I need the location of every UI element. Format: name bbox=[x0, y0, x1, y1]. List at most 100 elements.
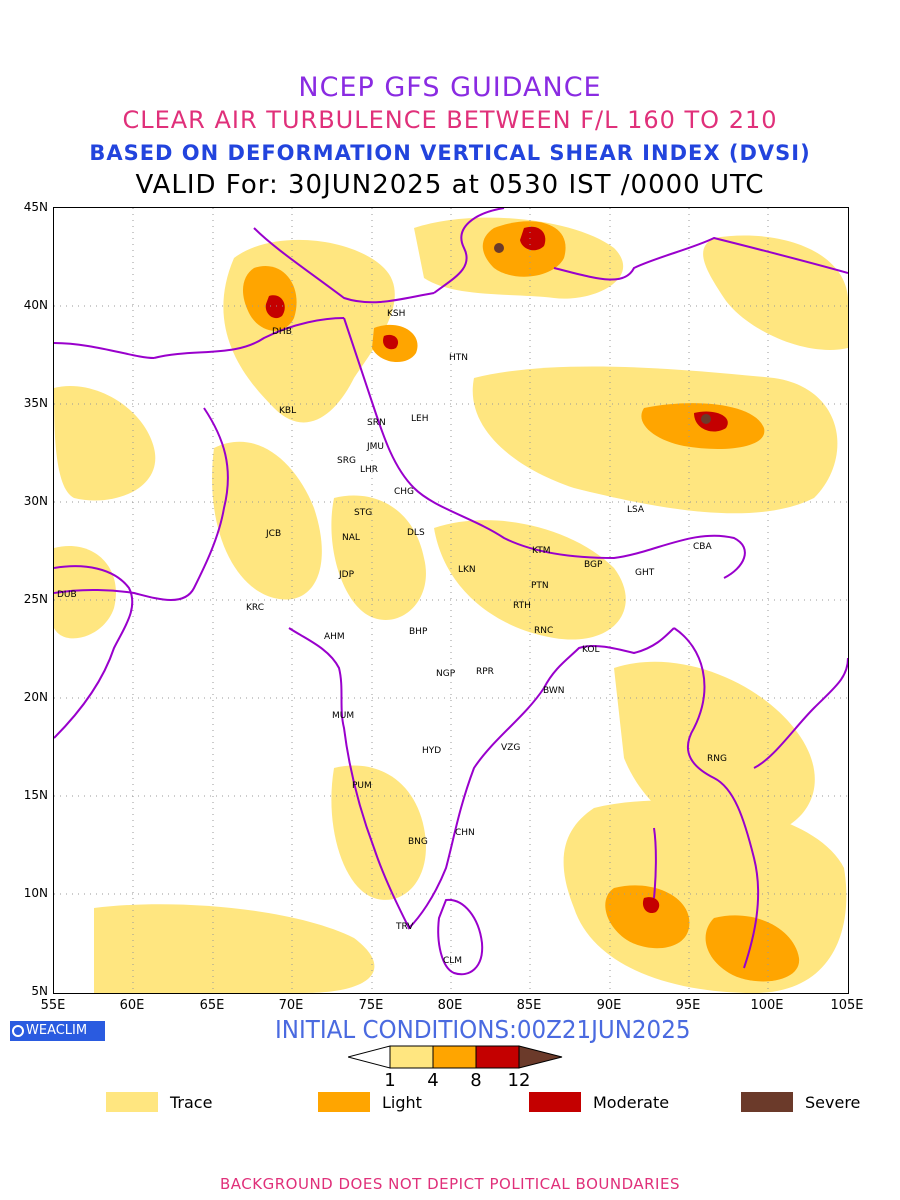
station-srg: SRG bbox=[337, 456, 356, 466]
station-lhr: LHR bbox=[360, 465, 378, 475]
lon-label-55e: 55E bbox=[40, 998, 66, 1013]
lat-label-40n: 40N bbox=[23, 298, 48, 312]
station-hyd: HYD bbox=[422, 746, 441, 756]
station-labels: DHB KSH HTN KBL SRN LEH JMU SRG LHR CHG … bbox=[57, 309, 727, 966]
station-ahm: AHM bbox=[324, 632, 345, 642]
lon-label-60e: 60E bbox=[119, 998, 145, 1013]
lat-label-5n: 5N bbox=[31, 984, 48, 998]
station-mum: MUM bbox=[332, 711, 354, 721]
scale-segment-below bbox=[348, 1045, 391, 1069]
station-bhp: BHP bbox=[409, 627, 428, 637]
station-rth: RTH bbox=[513, 601, 531, 611]
trace-area-equatorial bbox=[94, 904, 375, 993]
station-ktm: KTM bbox=[532, 546, 550, 556]
moderate-area-tian-shan bbox=[520, 226, 546, 251]
station-rng: RNG bbox=[707, 754, 727, 764]
severe-spot-tian-shan bbox=[494, 243, 504, 253]
color-scale-bar bbox=[348, 1045, 563, 1069]
legend-label-severe: Severe bbox=[805, 1093, 861, 1112]
lon-label-80e: 80E bbox=[437, 998, 463, 1013]
station-ght: GHT bbox=[635, 568, 655, 578]
severe-spot-tibet bbox=[701, 414, 711, 424]
lon-label-70e: 70E bbox=[278, 998, 304, 1013]
chart-subtitle-parameter: CLEAR AIR TURBULENCE BETWEEN F/L 160 TO … bbox=[122, 106, 778, 134]
station-vzg: VZG bbox=[501, 743, 520, 753]
lon-label-100e: 100E bbox=[750, 998, 784, 1013]
station-ksh: KSH bbox=[387, 309, 405, 319]
station-krc: KRC bbox=[246, 603, 264, 613]
lon-label-90e: 90E bbox=[596, 998, 622, 1013]
station-kol: KOL bbox=[582, 645, 600, 655]
coastline-sri-lanka bbox=[437, 898, 484, 976]
station-nal: NAL bbox=[342, 533, 360, 543]
moderate-area-pamir bbox=[265, 295, 285, 319]
chart-title: NCEP GFS GUIDANCE bbox=[298, 72, 602, 103]
station-stg: STG bbox=[354, 508, 372, 518]
lat-label-25n: 25N bbox=[23, 592, 48, 606]
trace-area-bay-of-bengal bbox=[563, 800, 847, 993]
scale-segment-severe bbox=[518, 1045, 563, 1069]
scale-label-4: 4 bbox=[427, 1070, 439, 1091]
station-kbl: KBL bbox=[279, 406, 296, 416]
legend-swatch-severe bbox=[741, 1092, 793, 1112]
boundary-pakistan-west bbox=[54, 407, 229, 601]
lon-label-85e: 85E bbox=[516, 998, 542, 1013]
boundary-central-asia bbox=[54, 227, 435, 359]
logo-circle-icon bbox=[12, 1025, 24, 1037]
scale-label-12: 12 bbox=[507, 1070, 531, 1091]
trace-area-south-india bbox=[331, 765, 426, 900]
coastline-india bbox=[288, 627, 675, 930]
light-area-myanmar-south bbox=[705, 915, 800, 982]
scale-segment-moderate bbox=[475, 1045, 520, 1069]
moderate-area-kashgar bbox=[383, 334, 399, 350]
boundary-arabia bbox=[54, 565, 134, 739]
station-leh: LEH bbox=[411, 414, 428, 424]
trace-area-ganges bbox=[434, 520, 626, 640]
trace-area-tibet bbox=[472, 366, 838, 514]
trace-areas bbox=[54, 217, 848, 993]
boundary-afghanistan bbox=[153, 317, 345, 359]
station-ngp: NGP bbox=[436, 669, 456, 679]
station-lsa: LSA bbox=[627, 505, 645, 515]
trace-area-rajasthan bbox=[331, 495, 426, 620]
lat-label-15n: 15N bbox=[23, 788, 48, 802]
station-trv: TRV bbox=[395, 922, 414, 932]
scale-segment-trace bbox=[389, 1045, 434, 1069]
station-htn: HTN bbox=[449, 353, 468, 363]
initial-conditions: INITIAL CONDITIONS:00Z21JUN2025 bbox=[275, 1015, 691, 1044]
severe-areas bbox=[494, 243, 711, 424]
station-jmu: JMU bbox=[366, 442, 384, 452]
station-bwn: BWN bbox=[543, 686, 565, 696]
boundary-lines bbox=[54, 208, 848, 976]
lon-label-95e: 95E bbox=[675, 998, 701, 1013]
station-jcb: JCB bbox=[265, 529, 281, 539]
station-chg: CHG bbox=[394, 487, 414, 497]
station-clm: CLM bbox=[443, 956, 462, 966]
scale-segment-light bbox=[432, 1045, 477, 1069]
legend-label-moderate: Moderate bbox=[593, 1093, 670, 1112]
station-bng: BNG bbox=[408, 837, 428, 847]
map-canvas: DHB KSH HTN KBL SRN LEH JMU SRG LHR CHG … bbox=[54, 208, 848, 993]
station-cba: CBA bbox=[693, 542, 712, 552]
boundary-north-india bbox=[343, 317, 746, 579]
coastline-andaman bbox=[653, 827, 657, 899]
station-pum: PUM bbox=[352, 781, 372, 791]
turbulence-map: DHB KSH HTN KBL SRN LEH JMU SRG LHR CHG … bbox=[53, 207, 849, 994]
lon-label-105e: 105E bbox=[830, 998, 864, 1013]
scale-label-1: 1 bbox=[384, 1070, 396, 1091]
legend-swatch-moderate bbox=[529, 1092, 581, 1112]
station-rnc: RNC bbox=[534, 626, 553, 636]
station-srn: SRN bbox=[367, 418, 386, 428]
legend-label-light: Light bbox=[382, 1093, 422, 1112]
valid-time: VALID For: 30JUN2025 at 0530 IST /0000 U… bbox=[135, 170, 765, 200]
station-rpr: RPR bbox=[476, 667, 494, 677]
lat-label-20n: 20N bbox=[23, 690, 48, 704]
logo-text: WEACLIM bbox=[26, 1023, 88, 1038]
lat-label-10n: 10N bbox=[23, 886, 48, 900]
trace-area-pakistan bbox=[212, 441, 322, 600]
station-dub: DUB bbox=[57, 590, 77, 600]
legend-label-trace: Trace bbox=[170, 1093, 213, 1112]
lon-label-65e: 65E bbox=[199, 998, 225, 1013]
footer-note: BACKGROUND DOES NOT DEPICT POLITICAL BOU… bbox=[220, 1175, 680, 1193]
boundary-china-north bbox=[433, 208, 848, 294]
